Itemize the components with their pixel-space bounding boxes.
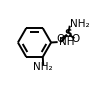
Text: NH₂: NH₂ xyxy=(70,19,90,29)
Text: O: O xyxy=(72,34,80,44)
Text: NH: NH xyxy=(59,37,75,47)
Text: O: O xyxy=(56,34,65,44)
Text: NH₂: NH₂ xyxy=(33,62,53,72)
Text: S: S xyxy=(64,29,72,39)
